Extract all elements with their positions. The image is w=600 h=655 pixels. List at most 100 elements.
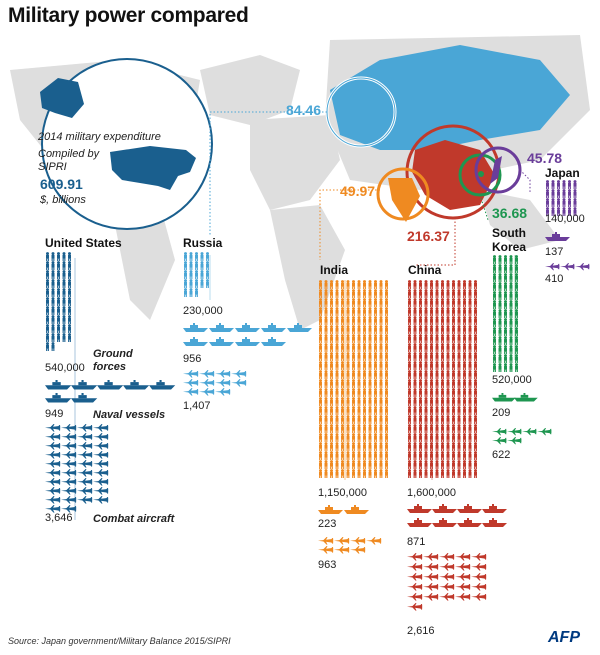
soldier-icon xyxy=(424,280,428,289)
soldier-icon xyxy=(452,424,455,433)
soldier-icon xyxy=(335,388,339,397)
soldier-icon xyxy=(374,451,377,460)
soldier-icon xyxy=(352,361,355,370)
soldier-icon xyxy=(413,442,417,451)
soldier-icon xyxy=(493,354,496,363)
soldier-icon xyxy=(341,388,344,397)
soldier-icon xyxy=(374,325,377,334)
soldier-icon xyxy=(379,433,383,442)
soldier-icon xyxy=(385,307,388,316)
soldier-icon xyxy=(346,388,350,397)
soldier-icon xyxy=(474,451,477,460)
plane-icon xyxy=(199,370,215,378)
soldier-icon xyxy=(319,325,322,334)
soldier-icon xyxy=(468,316,472,325)
skorea-aircraft-value: 622 xyxy=(492,449,511,461)
soldier-icon xyxy=(568,198,571,207)
soldier-icon xyxy=(573,189,577,198)
soldier-icon xyxy=(457,469,461,478)
category-aircraft-label: Combat aircraft xyxy=(93,513,175,525)
soldier-icon xyxy=(330,352,333,361)
soldier-icon xyxy=(474,361,477,370)
soldier-icon xyxy=(352,424,355,433)
soldier-icon xyxy=(515,327,518,336)
soldier-icon xyxy=(385,334,388,343)
soldier-icon xyxy=(341,442,344,451)
soldier-icon xyxy=(335,397,339,406)
soldier-icon xyxy=(435,379,439,388)
soldier-icon xyxy=(341,433,344,442)
japan-ground-value: 140,000 xyxy=(545,213,585,225)
ship-icon xyxy=(235,337,260,346)
soldier-icon xyxy=(419,424,422,433)
soldier-icon xyxy=(335,424,339,433)
soldier-icon xyxy=(452,280,455,289)
soldier-icon xyxy=(324,460,328,469)
soldier-icon xyxy=(330,316,333,325)
soldier-icon xyxy=(452,415,455,424)
plane-icon xyxy=(61,460,77,468)
soldier-icon xyxy=(419,325,422,334)
plane-icon xyxy=(45,478,61,486)
soldier-icon xyxy=(504,255,507,264)
soldier-icon xyxy=(413,334,417,343)
plane-icon xyxy=(199,379,215,387)
soldier-icon xyxy=(493,363,496,372)
soldier-icon xyxy=(474,298,477,307)
soldier-icon xyxy=(341,298,344,307)
soldier-icon xyxy=(51,306,55,315)
china-name: China xyxy=(408,263,442,277)
soldier-icon xyxy=(379,388,383,397)
soldier-icon xyxy=(368,442,372,451)
soldier-icon xyxy=(468,280,472,289)
soldier-icon xyxy=(493,291,496,300)
soldier-icon xyxy=(452,397,455,406)
soldier-icon xyxy=(385,325,388,334)
plane-icon xyxy=(77,451,93,459)
plane-icon xyxy=(45,442,61,450)
soldier-icon xyxy=(441,361,444,370)
soldier-icon xyxy=(446,334,450,343)
soldier-icon xyxy=(509,345,513,354)
soldier-icon xyxy=(346,442,350,451)
soldier-icon xyxy=(379,325,383,334)
soldier-icon xyxy=(352,388,355,397)
skorea-ground-pictograms xyxy=(493,255,518,372)
china-naval-value: 871 xyxy=(407,536,426,548)
soldier-icon xyxy=(363,307,366,316)
plane-icon xyxy=(77,442,93,450)
soldier-icon xyxy=(346,325,350,334)
plane-icon xyxy=(77,433,93,441)
soldier-icon xyxy=(57,333,60,342)
soldier-icon xyxy=(413,469,417,478)
skorea-spending-value: 36.68 xyxy=(492,205,528,221)
soldier-icon xyxy=(379,352,383,361)
soldier-icon xyxy=(474,370,477,379)
soldier-icon xyxy=(413,433,417,442)
china-spending-value: 216.37 xyxy=(407,228,450,244)
soldier-icon xyxy=(352,352,355,361)
soldier-icon xyxy=(468,325,472,334)
soldier-icon xyxy=(357,415,361,424)
russia-aircraft-value: 1,407 xyxy=(183,400,211,412)
soldier-icon xyxy=(363,388,366,397)
soldier-icon xyxy=(324,379,328,388)
soldier-icon xyxy=(424,352,428,361)
soldier-icon xyxy=(474,280,477,289)
japan-aircraft-pictograms xyxy=(545,263,590,271)
soldier-icon xyxy=(468,406,472,415)
soldier-icon xyxy=(368,397,372,406)
soldier-icon xyxy=(385,361,388,370)
soldier-icon xyxy=(493,345,496,354)
page-title: Military power compared xyxy=(8,4,249,27)
legend-compiled: Compiled by SIPRI xyxy=(38,148,100,173)
soldier-icon xyxy=(493,309,496,318)
soldier-icon xyxy=(474,415,477,424)
soldier-icon xyxy=(374,334,377,343)
soldier-icon xyxy=(200,252,204,261)
plane-icon xyxy=(407,563,423,571)
soldier-icon xyxy=(68,306,71,315)
soldier-icon xyxy=(57,315,60,324)
soldier-icon xyxy=(330,325,333,334)
plane-icon xyxy=(45,469,61,477)
